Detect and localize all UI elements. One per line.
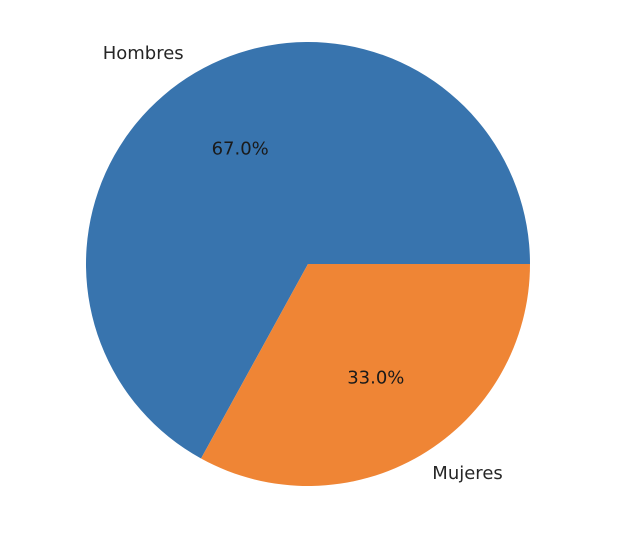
pie-slice-hombres <box>86 42 530 459</box>
pct-label-hombres: 67.0% <box>212 138 269 159</box>
pct-label-mujeres: 33.0% <box>347 368 404 389</box>
slice-label-hombres: Hombres <box>103 43 184 64</box>
pie-labels: Hombres 67.0% Mujeres 33.0% <box>103 43 503 484</box>
slice-label-mujeres: Mujeres <box>432 463 502 484</box>
pie-slice-mujeres <box>201 264 530 487</box>
pie-slices <box>86 42 530 487</box>
